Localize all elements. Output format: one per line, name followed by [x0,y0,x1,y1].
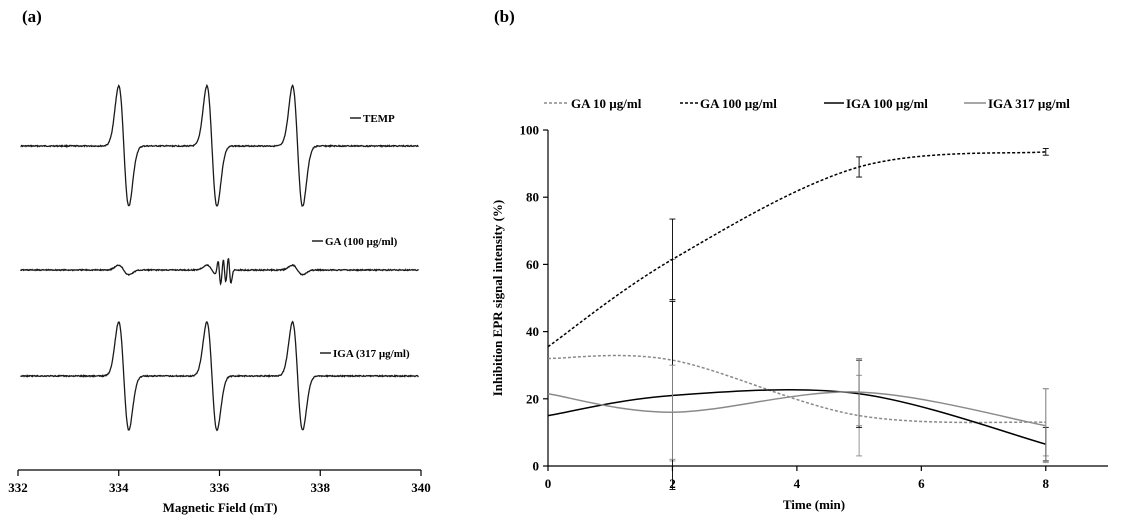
panel-a-x-tick-label: 332 [8,480,28,495]
legend-label-iga317: IGA 317 µg/ml [988,96,1070,111]
legend-label-ga10: GA 10 µg/ml [571,96,642,111]
panel-b-y-tick-label: 80 [526,190,539,205]
spectrum-label-temp: TEMP [363,113,395,125]
spectrum-trace-temp [20,83,419,208]
spectrum-label-ga: GA (100 µg/ml) [325,236,398,248]
epr-spectra-panel: (a) TEMP GA (100 µg/ml) IGA (317 µg/ml) … [8,7,431,515]
legend-label-iga100: IGA 100 µg/ml [846,96,928,111]
panel-a-x-tick-label: 340 [411,480,431,495]
panel-b-y-label: Inhibition EPR signal intensity (%) [490,200,505,397]
panel-a-x-tick-label: 338 [311,480,331,495]
panel-b-x-tick-label: 6 [918,476,925,491]
panel-a-x-ticks: 332 334 336 338 340 [8,470,431,495]
panel-b-y-tick-label: 20 [526,391,539,406]
panel-b-y-tick-label: 0 [533,459,540,474]
panel-a-x-tick-label: 334 [109,480,129,495]
panel-b-series [547,148,1049,490]
panel-b-ticks: 02468020406080100 [520,123,1050,492]
inhibition-chart-panel: (b) GA 10 µg/ml GA 100 µg/ml IGA 100 µg/… [490,7,1108,512]
spectra-traces [19,83,419,432]
series-line-iga-317-g-ml [547,391,1046,427]
panel-a-letter: (a) [22,7,42,26]
panel-b-letter: (b) [494,7,515,26]
panel-b-y-tick-label: 60 [526,257,539,272]
spectrum-trace-iga [20,320,419,432]
panel-b-y-tick-label: 40 [526,324,539,339]
panel-b-x-tick-label: 0 [545,476,552,491]
panel-a-x-label: Magnetic Field (mT) [163,500,278,515]
panel-b-y-tick-label: 100 [520,123,540,138]
panel-b-x-tick-label: 8 [1043,476,1050,491]
panel-b-x-tick-label: 4 [794,476,801,491]
spectrum-trace-ga [19,257,419,286]
panel-a-x-tick-label: 336 [210,480,230,495]
legend-label-ga100: GA 100 µg/ml [700,96,777,111]
chart-legend: GA 10 µg/ml GA 100 µg/ml IGA 100 µg/ml I… [544,96,1070,111]
series-line-ga-10-g-ml [547,354,1046,424]
series-line-ga-100-g-ml [547,151,1046,348]
series-line-iga-100-g-ml [547,389,1046,445]
panel-b-x-label: Time (min) [783,497,845,512]
spectrum-label-iga: IGA (317 µg/ml) [333,348,410,360]
